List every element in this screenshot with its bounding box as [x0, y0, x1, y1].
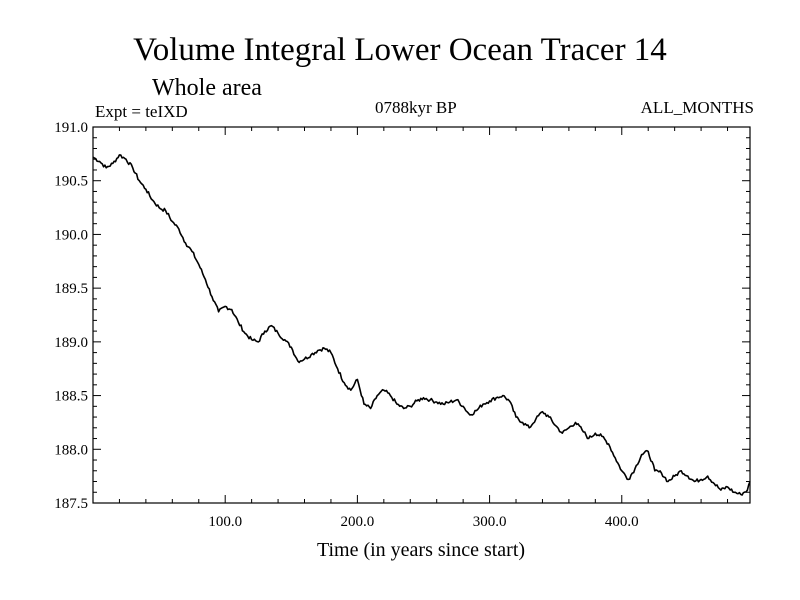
chart-subtitle: Whole area — [152, 75, 262, 101]
months-label: ALL_MONTHS — [640, 98, 754, 117]
y-tick-label: 188.0 — [54, 442, 88, 458]
x-tick-label: 100.0 — [208, 514, 242, 530]
y-tick-label: 191.0 — [54, 120, 88, 136]
x-axis-label: Time (in years since start) — [317, 539, 525, 561]
x-tick-label: 300.0 — [473, 514, 507, 530]
y-tick-label: 187.5 — [54, 496, 88, 512]
x-tick-label: 400.0 — [605, 514, 639, 530]
y-axis: 187.5 188.0 188.5 189.0 189.5 190.0 190.5 191.0 — [54, 120, 750, 512]
y-tick-label: 189.5 — [54, 281, 88, 297]
y-tick-label: 190.5 — [54, 174, 88, 190]
plot-frame — [92, 126, 751, 504]
y-tick-label: 188.5 — [54, 389, 88, 405]
series-group — [92, 154, 751, 496]
period-label: 0788kyr BP — [375, 98, 457, 117]
series-line — [92, 154, 751, 496]
y-tick-label: 190.0 — [54, 227, 88, 243]
x-axis: 100.0 200.0 300.0 400.0 — [118, 127, 729, 530]
chart-title: Volume Integral Lower Ocean Tracer 14 — [133, 32, 667, 68]
experiment-label: Expt = teIXD — [95, 102, 188, 121]
x-tick-label: 200.0 — [341, 514, 375, 530]
y-tick-label: 189.0 — [54, 335, 88, 351]
